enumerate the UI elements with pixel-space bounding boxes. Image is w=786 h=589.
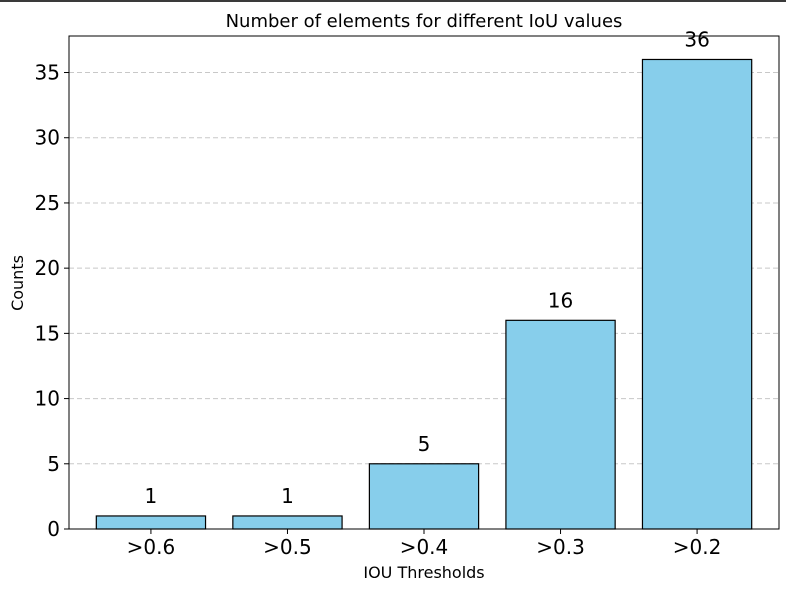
y-tick-label: 15: [35, 321, 60, 345]
x-tick-label: >0.6: [127, 535, 176, 559]
x-tick-label: >0.4: [400, 535, 449, 559]
y-tick-label: 5: [47, 452, 60, 476]
bar-value-label: 1: [145, 484, 158, 508]
y-axis-title: Counts: [8, 255, 27, 311]
y-tick-label: 25: [35, 191, 60, 215]
bar: [232, 515, 343, 530]
y-tick-label: 30: [35, 126, 60, 150]
bar: [641, 58, 753, 530]
data-labels: 1 1 5 16 36: [145, 27, 710, 507]
y-tick-label: 0: [47, 517, 60, 541]
bar: [95, 515, 207, 530]
bar: [505, 319, 616, 530]
y-tick-label: 10: [35, 387, 60, 411]
x-tick-label: >0.3: [536, 535, 585, 559]
y-tick-label: 20: [35, 256, 60, 280]
bar-value-label: 16: [548, 288, 573, 312]
x-axis-title: IOU Thresholds: [363, 563, 484, 582]
bar: [368, 463, 480, 530]
y-tick-label: 35: [35, 61, 60, 85]
bar-value-label: 1: [281, 484, 294, 508]
chart-title: Number of elements for different IoU val…: [226, 11, 623, 32]
bar-value-label: 5: [418, 432, 431, 456]
bar-value-label: 36: [684, 27, 709, 51]
x-tick-label: >0.5: [263, 535, 312, 559]
top-border-line: [0, 0, 786, 2]
x-tick-label: >0.2: [673, 535, 722, 559]
bars: [95, 58, 753, 530]
